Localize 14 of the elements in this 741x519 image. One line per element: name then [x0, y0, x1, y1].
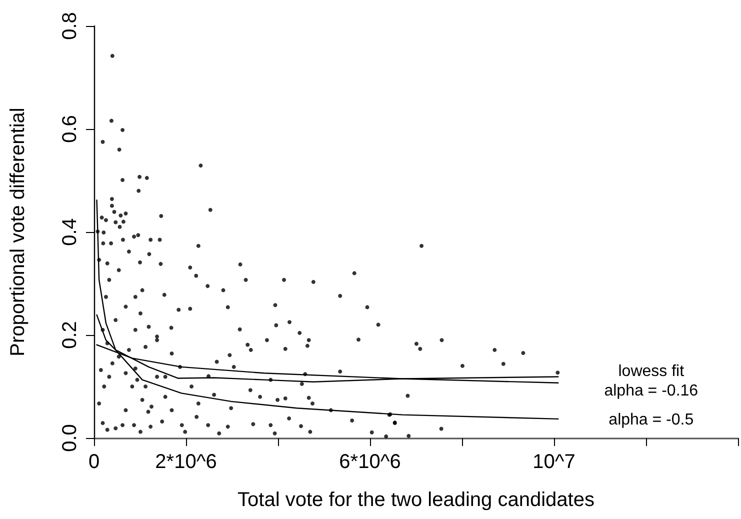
y-tick-label: 0.6	[59, 115, 81, 143]
y-tick-label: 0.8	[59, 12, 81, 40]
text: alpha = -0.5	[608, 411, 694, 428]
y-tick-label: 0.4	[59, 218, 81, 246]
x-tick-label: 6*10^6	[339, 451, 401, 473]
x-tick-label: 10^7	[532, 451, 576, 473]
x-tick-label: 0	[88, 451, 100, 473]
text: lowess fit	[618, 363, 685, 380]
text: alpha = -0.16	[604, 382, 698, 400]
x-axis-title: Total vote for the two leading candidates	[238, 489, 594, 511]
y-axis-title: Proportional vote differential	[7, 108, 29, 356]
y-tick-label: 0.2	[59, 321, 81, 349]
x-tick-label: 2*10^6	[155, 451, 217, 473]
y-tick-label: 0.0	[59, 424, 81, 452]
